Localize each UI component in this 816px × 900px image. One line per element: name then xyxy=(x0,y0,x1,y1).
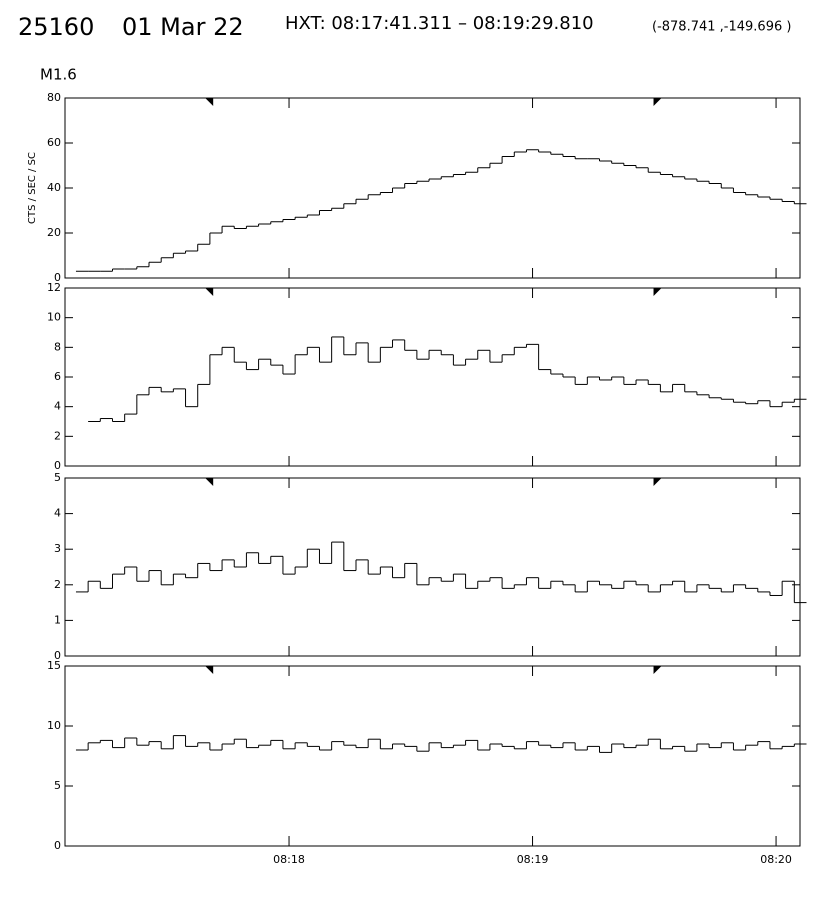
y-tick-label: 10 xyxy=(47,719,61,732)
y-tick-label: 3 xyxy=(54,542,61,555)
y-tick-label: 0 xyxy=(54,271,61,284)
hxt-interval: HXT: 08:17:41.311 – 08:19:29.810 xyxy=(285,13,594,34)
y-tick-label: 4 xyxy=(54,400,61,413)
coordinates: (-878.741 ,-149.696 ) xyxy=(652,20,791,35)
y-tick-label: 0 xyxy=(54,459,61,472)
y-tick-label: 15 xyxy=(47,659,61,672)
y-tick-label: 1 xyxy=(54,613,61,626)
panel-frame xyxy=(64,665,801,847)
flare-class: M1.6 xyxy=(40,66,77,84)
hxt-marker xyxy=(653,98,662,106)
y-tick-label: 10 xyxy=(47,311,61,324)
y-tick-label: 5 xyxy=(54,471,61,484)
hxt-marker xyxy=(653,288,662,296)
y-tick-label: 6 xyxy=(54,370,61,383)
y-tick-label: 40 xyxy=(47,181,61,194)
hxt-marker xyxy=(205,478,214,486)
y-tick-label: 20 xyxy=(47,226,61,239)
y-tick-label: 60 xyxy=(47,136,61,149)
y-axis-label: CTS / SEC / SC xyxy=(27,152,38,224)
x-tick-label: 08:20 xyxy=(760,853,792,866)
y-tick-label: 12 xyxy=(47,281,61,294)
y-tick-label: 4 xyxy=(54,507,61,520)
y-tick-label: 2 xyxy=(54,578,61,591)
y-tick-label: 0 xyxy=(54,649,61,662)
hxt-marker xyxy=(205,288,214,296)
y-tick-label: 2 xyxy=(54,429,61,442)
y-tick-label: 8 xyxy=(54,340,61,353)
y-tick-label: 5 xyxy=(54,779,61,792)
hxt-marker xyxy=(653,478,662,486)
x-tick-label: 08:19 xyxy=(517,853,549,866)
hxt-marker xyxy=(205,666,214,674)
hxt-marker xyxy=(205,98,214,106)
x-tick-label: 08:18 xyxy=(273,853,305,866)
panel-frame xyxy=(64,97,801,279)
date: 01 Mar 22 xyxy=(122,13,244,41)
panel-frame xyxy=(64,477,801,657)
panel-frame xyxy=(64,287,801,467)
hxt-marker xyxy=(653,666,662,674)
flare-number: 25160 xyxy=(18,13,94,41)
y-tick-label: 80 xyxy=(47,91,61,104)
y-tick-label: 0 xyxy=(54,839,61,852)
